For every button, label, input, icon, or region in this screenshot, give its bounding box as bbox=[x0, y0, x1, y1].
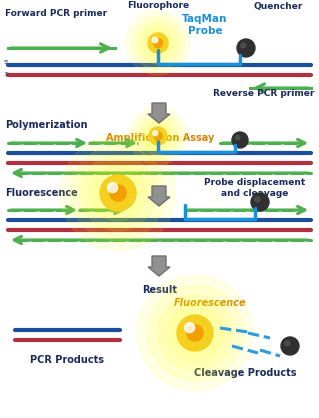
Text: Result: Result bbox=[143, 285, 177, 295]
Circle shape bbox=[139, 117, 177, 155]
Text: Polymerization: Polymerization bbox=[5, 120, 87, 130]
Circle shape bbox=[144, 122, 172, 150]
Circle shape bbox=[134, 112, 182, 160]
Text: 5': 5' bbox=[4, 59, 10, 64]
Circle shape bbox=[149, 127, 167, 145]
Circle shape bbox=[251, 193, 269, 211]
Circle shape bbox=[153, 131, 158, 136]
Text: Fluorophore: Fluorophore bbox=[127, 2, 189, 10]
Text: Reverse PCR primer: Reverse PCR primer bbox=[213, 89, 314, 97]
Circle shape bbox=[154, 132, 162, 140]
Circle shape bbox=[152, 37, 158, 43]
Text: Cleavage Products: Cleavage Products bbox=[194, 368, 296, 378]
Circle shape bbox=[129, 107, 187, 165]
Circle shape bbox=[235, 135, 240, 140]
Circle shape bbox=[237, 39, 255, 57]
Circle shape bbox=[126, 11, 190, 75]
Circle shape bbox=[255, 197, 260, 202]
Circle shape bbox=[70, 145, 166, 241]
Circle shape bbox=[157, 295, 233, 371]
Text: Fluorescence: Fluorescence bbox=[174, 298, 246, 308]
FancyArrow shape bbox=[148, 256, 170, 276]
Text: 3': 3' bbox=[4, 71, 10, 76]
Circle shape bbox=[187, 325, 203, 341]
Circle shape bbox=[108, 183, 118, 193]
Circle shape bbox=[167, 305, 223, 361]
Circle shape bbox=[137, 22, 179, 64]
Text: Amplification Assay: Amplification Assay bbox=[106, 133, 214, 143]
Circle shape bbox=[147, 285, 243, 381]
Circle shape bbox=[232, 132, 248, 148]
Circle shape bbox=[148, 33, 168, 53]
FancyArrow shape bbox=[148, 103, 170, 123]
Circle shape bbox=[60, 135, 175, 251]
Text: Fluorescence: Fluorescence bbox=[5, 188, 78, 198]
Circle shape bbox=[241, 43, 246, 48]
Circle shape bbox=[153, 38, 162, 48]
Circle shape bbox=[110, 185, 126, 201]
FancyArrow shape bbox=[148, 186, 170, 206]
Text: Probe displacement
and cleavage: Probe displacement and cleavage bbox=[204, 178, 306, 198]
Text: Forward PCR primer: Forward PCR primer bbox=[5, 8, 107, 18]
Circle shape bbox=[143, 28, 174, 59]
Circle shape bbox=[137, 275, 253, 390]
Circle shape bbox=[285, 341, 290, 346]
Circle shape bbox=[131, 16, 184, 69]
Text: TaqMan
Probe: TaqMan Probe bbox=[182, 14, 228, 36]
Circle shape bbox=[177, 315, 213, 351]
Circle shape bbox=[185, 323, 195, 333]
Circle shape bbox=[281, 337, 299, 355]
Text: PCR Products: PCR Products bbox=[30, 355, 104, 365]
Circle shape bbox=[80, 155, 156, 231]
Circle shape bbox=[100, 175, 136, 211]
Circle shape bbox=[90, 165, 146, 221]
Text: Quencher: Quencher bbox=[253, 2, 302, 10]
